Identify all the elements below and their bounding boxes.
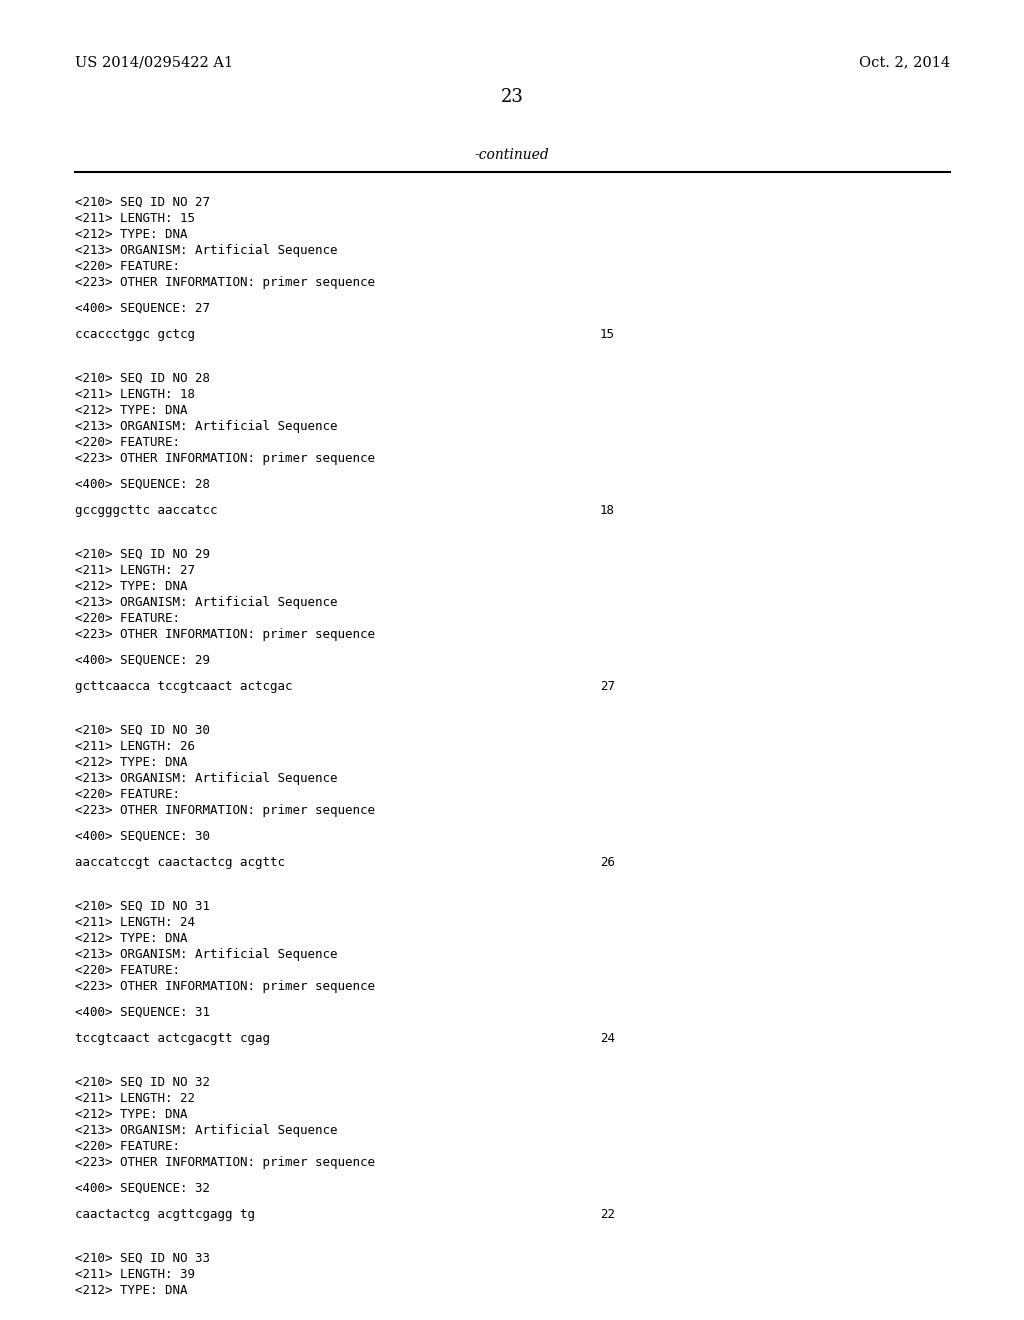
Text: ccaccctggc gctcg: ccaccctggc gctcg [75, 327, 195, 341]
Text: 23: 23 [501, 88, 523, 106]
Text: <400> SEQUENCE: 29: <400> SEQUENCE: 29 [75, 653, 210, 667]
Text: <212> TYPE: DNA: <212> TYPE: DNA [75, 579, 187, 593]
Text: gcttcaacca tccgtcaact actcgac: gcttcaacca tccgtcaact actcgac [75, 680, 293, 693]
Text: <223> OTHER INFORMATION: primer sequence: <223> OTHER INFORMATION: primer sequence [75, 804, 375, 817]
Text: <400> SEQUENCE: 30: <400> SEQUENCE: 30 [75, 830, 210, 843]
Text: 18: 18 [600, 504, 615, 517]
Text: <400> SEQUENCE: 31: <400> SEQUENCE: 31 [75, 1006, 210, 1019]
Text: <211> LENGTH: 39: <211> LENGTH: 39 [75, 1269, 195, 1280]
Text: <210> SEQ ID NO 32: <210> SEQ ID NO 32 [75, 1076, 210, 1089]
Text: <211> LENGTH: 26: <211> LENGTH: 26 [75, 741, 195, 752]
Text: <212> TYPE: DNA: <212> TYPE: DNA [75, 932, 187, 945]
Text: <223> OTHER INFORMATION: primer sequence: <223> OTHER INFORMATION: primer sequence [75, 628, 375, 642]
Text: <212> TYPE: DNA: <212> TYPE: DNA [75, 404, 187, 417]
Text: aaccatccgt caactactcg acgttc: aaccatccgt caactactcg acgttc [75, 855, 285, 869]
Text: <223> OTHER INFORMATION: primer sequence: <223> OTHER INFORMATION: primer sequence [75, 1156, 375, 1170]
Text: <211> LENGTH: 24: <211> LENGTH: 24 [75, 916, 195, 929]
Text: <220> FEATURE:: <220> FEATURE: [75, 964, 180, 977]
Text: <213> ORGANISM: Artificial Sequence: <213> ORGANISM: Artificial Sequence [75, 244, 338, 257]
Text: <210> SEQ ID NO 29: <210> SEQ ID NO 29 [75, 548, 210, 561]
Text: tccgtcaact actcgacgtt cgag: tccgtcaact actcgacgtt cgag [75, 1032, 270, 1045]
Text: <210> SEQ ID NO 30: <210> SEQ ID NO 30 [75, 723, 210, 737]
Text: <212> TYPE: DNA: <212> TYPE: DNA [75, 228, 187, 242]
Text: 22: 22 [600, 1208, 615, 1221]
Text: <213> ORGANISM: Artificial Sequence: <213> ORGANISM: Artificial Sequence [75, 948, 338, 961]
Text: <223> OTHER INFORMATION: primer sequence: <223> OTHER INFORMATION: primer sequence [75, 451, 375, 465]
Text: caactactcg acgttcgagg tg: caactactcg acgttcgagg tg [75, 1208, 255, 1221]
Text: <400> SEQUENCE: 28: <400> SEQUENCE: 28 [75, 478, 210, 491]
Text: <210> SEQ ID NO 28: <210> SEQ ID NO 28 [75, 372, 210, 385]
Text: <211> LENGTH: 18: <211> LENGTH: 18 [75, 388, 195, 401]
Text: <220> FEATURE:: <220> FEATURE: [75, 260, 180, 273]
Text: 24: 24 [600, 1032, 615, 1045]
Text: <211> LENGTH: 15: <211> LENGTH: 15 [75, 213, 195, 224]
Text: 27: 27 [600, 680, 615, 693]
Text: US 2014/0295422 A1: US 2014/0295422 A1 [75, 55, 233, 69]
Text: <213> ORGANISM: Artificial Sequence: <213> ORGANISM: Artificial Sequence [75, 597, 338, 609]
Text: -continued: -continued [475, 148, 549, 162]
Text: <211> LENGTH: 27: <211> LENGTH: 27 [75, 564, 195, 577]
Text: <210> SEQ ID NO 31: <210> SEQ ID NO 31 [75, 900, 210, 913]
Text: <223> OTHER INFORMATION: primer sequence: <223> OTHER INFORMATION: primer sequence [75, 979, 375, 993]
Text: <212> TYPE: DNA: <212> TYPE: DNA [75, 756, 187, 770]
Text: <212> TYPE: DNA: <212> TYPE: DNA [75, 1107, 187, 1121]
Text: <400> SEQUENCE: 32: <400> SEQUENCE: 32 [75, 1181, 210, 1195]
Text: <220> FEATURE:: <220> FEATURE: [75, 1140, 180, 1152]
Text: 15: 15 [600, 327, 615, 341]
Text: <212> TYPE: DNA: <212> TYPE: DNA [75, 1284, 187, 1298]
Text: <400> SEQUENCE: 27: <400> SEQUENCE: 27 [75, 302, 210, 315]
Text: 26: 26 [600, 855, 615, 869]
Text: <213> ORGANISM: Artificial Sequence: <213> ORGANISM: Artificial Sequence [75, 420, 338, 433]
Text: <223> OTHER INFORMATION: primer sequence: <223> OTHER INFORMATION: primer sequence [75, 276, 375, 289]
Text: <210> SEQ ID NO 33: <210> SEQ ID NO 33 [75, 1251, 210, 1265]
Text: <210> SEQ ID NO 27: <210> SEQ ID NO 27 [75, 195, 210, 209]
Text: Oct. 2, 2014: Oct. 2, 2014 [859, 55, 950, 69]
Text: <220> FEATURE:: <220> FEATURE: [75, 612, 180, 624]
Text: <220> FEATURE:: <220> FEATURE: [75, 788, 180, 801]
Text: <220> FEATURE:: <220> FEATURE: [75, 436, 180, 449]
Text: <213> ORGANISM: Artificial Sequence: <213> ORGANISM: Artificial Sequence [75, 772, 338, 785]
Text: <213> ORGANISM: Artificial Sequence: <213> ORGANISM: Artificial Sequence [75, 1125, 338, 1137]
Text: <211> LENGTH: 22: <211> LENGTH: 22 [75, 1092, 195, 1105]
Text: gccgggcttc aaccatcc: gccgggcttc aaccatcc [75, 504, 217, 517]
